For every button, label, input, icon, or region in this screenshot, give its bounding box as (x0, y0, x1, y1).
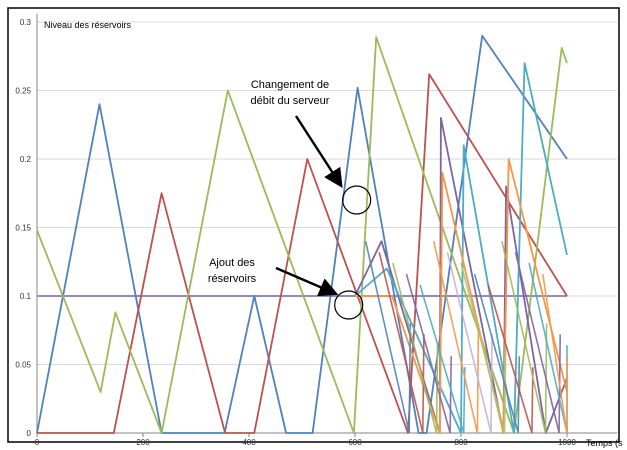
x-tick-label: 600 (348, 438, 362, 447)
x-axis-label: Temps (s (586, 438, 623, 448)
y-axis-label: Niveau des réservoirs (44, 20, 132, 30)
annotation-circle (342, 185, 372, 215)
series-line (355, 158, 568, 434)
sawtooth-line (392, 262, 439, 434)
series-line (36, 36, 568, 434)
sawtooth-line (487, 284, 534, 434)
y-tick-label: 0.1 (20, 292, 32, 301)
y-tick-label: 0.15 (15, 224, 31, 233)
sawtooth-line (542, 273, 568, 434)
y-tick-label: 0 (27, 429, 32, 438)
series-layer (36, 34, 568, 434)
chart-frame (7, 7, 620, 443)
series-line (37, 73, 568, 434)
series-line (354, 62, 568, 434)
sawtooth-line (378, 252, 425, 434)
annotation-arrow (294, 115, 343, 189)
series-line (354, 117, 568, 434)
y-tick-label: 0.3 (20, 18, 32, 27)
annotation-text: Changement de (251, 79, 329, 91)
sawtooth-line (446, 252, 493, 434)
x-tick-label: 1000 (558, 438, 576, 447)
annotation-text: réservoirs (208, 273, 257, 285)
sawtooth-line (528, 262, 568, 434)
sawtooth-line (405, 273, 452, 434)
sawtooth-line (460, 262, 507, 434)
annotation-text: Ajout des (209, 257, 255, 269)
x-tick-label: 400 (242, 438, 256, 447)
sawtooth-line (364, 241, 412, 434)
sawtooth-line (473, 273, 521, 434)
sawtooth-line (514, 252, 561, 434)
x-tick-label: 200 (136, 438, 150, 447)
annotation-arrow (275, 266, 339, 297)
annotations: Changement de débit du serveur Ajout des ré… (208, 79, 372, 320)
sawtooth-line (501, 241, 548, 434)
x-tick-label: 800 (454, 438, 468, 447)
x-tick-label: 0 (35, 438, 40, 447)
sawtooth-line (432, 241, 480, 434)
series-line (36, 34, 568, 434)
annotation-circle (334, 290, 364, 320)
y-tick-label: 0.05 (15, 361, 31, 370)
y-tick-label: 0.25 (15, 87, 31, 96)
sawtooth-line (419, 284, 466, 434)
axes: 0 0.05 0.1 0.15 0.2 0.25 0.3 0 200 400 600 800 1000 (15, 14, 617, 447)
y-tick-label: 0.2 (20, 155, 32, 164)
annotation-text: débit du serveur (251, 95, 330, 107)
